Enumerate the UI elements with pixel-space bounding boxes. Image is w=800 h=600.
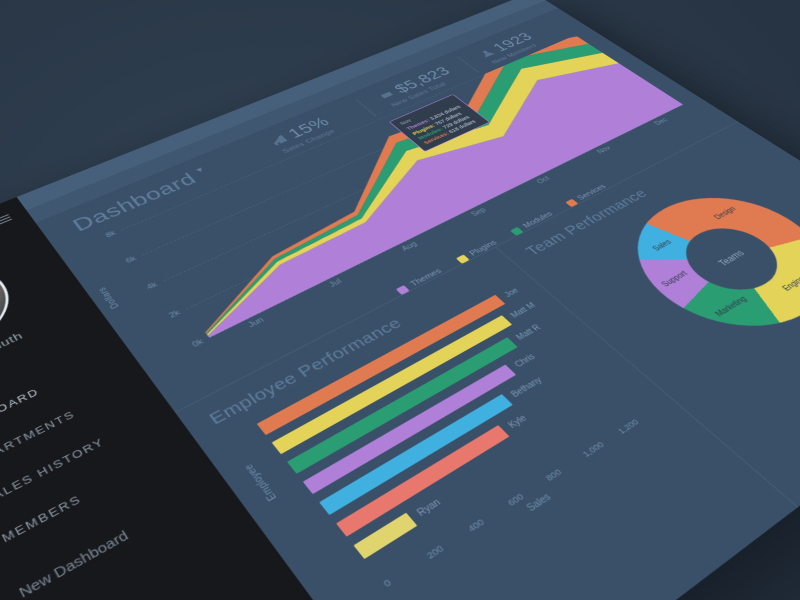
bar-label: Matt R [514, 323, 543, 342]
plus-icon: + [0, 593, 9, 600]
bar-label: Kyle [506, 413, 529, 430]
donut-slice-label: Engineering [781, 267, 800, 293]
donut-slice-label: Design [712, 205, 738, 221]
donut-slice-label: Support [659, 269, 690, 289]
hamburger-icon[interactable] [0, 214, 13, 225]
bar-label: Matt M [509, 301, 538, 320]
sales-area-chart: Dollars 8k 6k 4k 2k 0k Jun Jul Aug Sep Oct Nov Dec… [57, 26, 737, 412]
donut-center-label: Teams [716, 248, 747, 268]
bar-label: Chris [513, 352, 538, 370]
main-content: Dashboard ▾ 15% Sales Change $5,823 [16, 0, 800, 600]
bar-y-axis-label: Employee [242, 461, 279, 503]
donut-slice-label: Sales [650, 238, 674, 253]
bar-chart-icon [270, 135, 288, 146]
money-icon [378, 90, 395, 100]
y-tick: 4k [145, 280, 160, 292]
bar-label: Joe [502, 286, 521, 299]
y-tick: 8k [104, 229, 118, 240]
area-y-axis-label: Dollars [96, 285, 122, 310]
bar-label: Bethany [509, 375, 545, 400]
y-tick: 6k [124, 254, 138, 265]
bar-label: Ryan [415, 497, 443, 519]
user-icon [479, 49, 495, 58]
y-tick: 0k [190, 337, 206, 350]
y-tick: 2k [167, 308, 182, 320]
donut-slice-label: Marketing [713, 295, 749, 319]
